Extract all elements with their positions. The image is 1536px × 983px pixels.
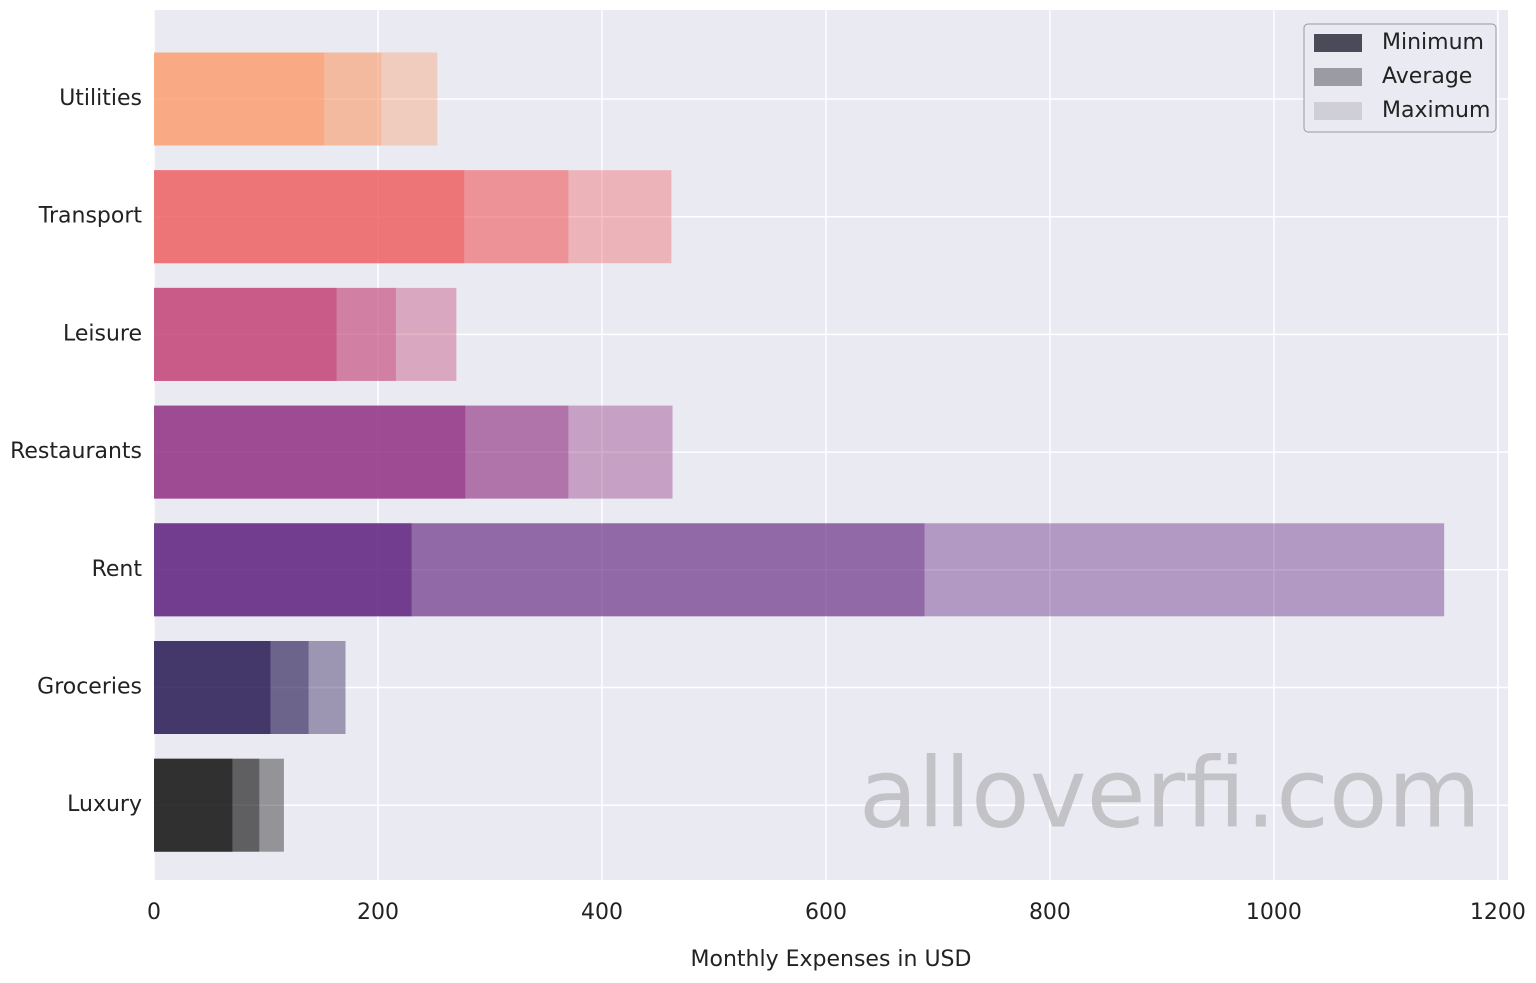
- y-tick-label: Leisure: [63, 321, 142, 346]
- watermark: alloverfi.com: [859, 737, 1481, 849]
- x-tick-label: 200: [357, 900, 399, 925]
- legend-label: Minimum: [1382, 30, 1484, 55]
- y-tick-label: Restaurants: [10, 439, 142, 464]
- y-tick-label: Groceries: [37, 675, 142, 700]
- y-tick-label: Luxury: [67, 792, 142, 817]
- bar: [154, 287, 337, 381]
- y-tick-label: Transport: [38, 204, 143, 229]
- x-tick-label: 600: [805, 900, 847, 925]
- legend-swatch: [1314, 34, 1362, 52]
- x-tick-label: 400: [581, 900, 623, 925]
- legend-swatch: [1314, 68, 1362, 86]
- legend-label: Maximum: [1382, 98, 1490, 123]
- y-tick-label: Utilities: [59, 86, 142, 111]
- bar: [154, 641, 271, 734]
- bar: [154, 405, 466, 499]
- x-tick-label: 1200: [1470, 900, 1526, 925]
- x-tick-label: 800: [1029, 900, 1071, 925]
- bar: [154, 52, 325, 146]
- x-axis-label: Monthly Expenses in USD: [691, 947, 972, 972]
- x-tick-label: 0: [147, 900, 161, 925]
- legend-label: Average: [1382, 64, 1472, 89]
- bar: [154, 523, 412, 617]
- x-tick-label: 1000: [1246, 900, 1302, 925]
- legend-swatch: [1314, 102, 1362, 120]
- bar: [154, 170, 465, 264]
- y-tick-label: Rent: [92, 557, 143, 582]
- bar: [154, 758, 233, 852]
